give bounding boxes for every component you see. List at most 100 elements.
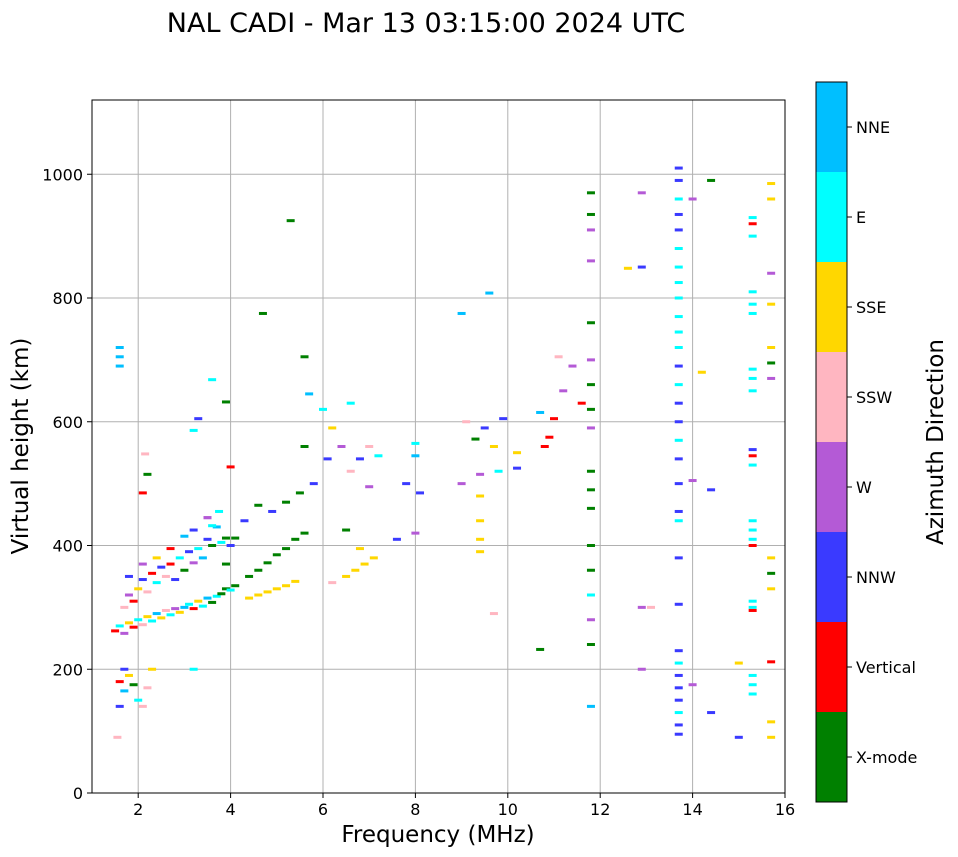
data-point [623,266,632,270]
data-point [674,364,683,368]
data-point [748,673,757,677]
data-point [221,536,230,540]
data-point [143,472,152,476]
colorbar-tick-label: Vertical [856,658,916,677]
data-point [637,265,646,269]
data-point [674,346,683,349]
data-point [194,599,203,603]
data-point [346,401,355,405]
data-point [157,616,166,620]
data-point [748,692,757,696]
colorbar-tick-label: X-mode [856,748,917,767]
data-point [300,531,309,535]
data-point [767,302,776,306]
data-point [734,661,743,665]
colorbar-segment [816,82,847,172]
x-tick-label: 2 [133,800,143,819]
colorbar-tick-label: E [856,208,866,227]
data-point [674,247,683,250]
data-point [480,426,489,430]
data-point [212,525,221,529]
data-point [245,574,254,578]
data-point [194,547,203,551]
data-point [365,445,374,448]
data-point [674,723,683,727]
data-point [457,311,466,315]
data-point [369,556,378,560]
data-point [748,454,757,458]
data-point [392,537,401,541]
data-point [586,228,595,232]
data-point [674,438,683,442]
colorbar-tick-label: NNE [856,118,890,137]
data-point [245,596,254,600]
data-point [767,271,776,275]
data-point [471,437,480,441]
data-point [748,599,757,603]
data-point [291,537,300,541]
data-point [674,383,683,387]
data-point [148,619,157,623]
data-point [748,376,757,380]
data-point [767,720,776,724]
data-point [143,615,152,619]
y-tick-label: 1000 [42,165,83,184]
data-point [309,482,318,486]
data-point [674,420,683,424]
data-point [282,584,291,588]
data-point [489,612,498,616]
data-point [337,445,346,448]
data-point [148,571,157,575]
data-point [674,197,683,201]
data-point [674,673,683,677]
data-point [175,556,184,560]
data-point [402,482,411,486]
data-point [748,311,757,315]
data-point [342,528,351,532]
data-point [476,550,485,554]
plot-frame [91,99,786,794]
data-point [767,197,776,201]
data-point [586,191,595,195]
data-point [674,698,683,702]
data-point [189,428,198,432]
data-point [305,392,314,396]
data-point [115,346,124,349]
data-point [129,599,138,603]
data-point [637,191,646,195]
data-point [295,491,304,495]
data-point [254,593,263,597]
data-point [748,463,757,467]
data-point [268,509,277,513]
data-point [586,259,595,263]
data-point [674,296,683,300]
data-point [748,216,757,220]
data-point [748,302,757,306]
x-tick-label: 6 [318,800,328,819]
data-point [586,544,595,547]
data-point [161,608,170,612]
data-point [138,623,147,627]
data-point [767,571,776,575]
data-point [748,389,757,393]
x-tick-label: 12 [590,800,610,819]
x-tick-label: 4 [226,800,236,819]
data-point [180,534,189,538]
data-point [263,561,272,565]
data-point [129,625,138,629]
data-point [328,581,337,585]
plot-area: 2 4 6 8 10 12 14 16 0 200 400 600 800 1000 [42,99,795,819]
data-point [586,568,595,572]
data-point [674,556,683,560]
data-point [189,561,198,565]
data-point [157,565,166,569]
data-point [767,346,776,349]
data-point [226,588,235,592]
x-tick-label: 10 [498,800,518,819]
colorbar-tick-label: SSW [856,388,892,407]
data-point [586,407,595,411]
x-axis-ticks: 2 4 6 8 10 12 14 16 [133,793,795,819]
data-points [111,166,776,739]
data-point [513,451,522,455]
